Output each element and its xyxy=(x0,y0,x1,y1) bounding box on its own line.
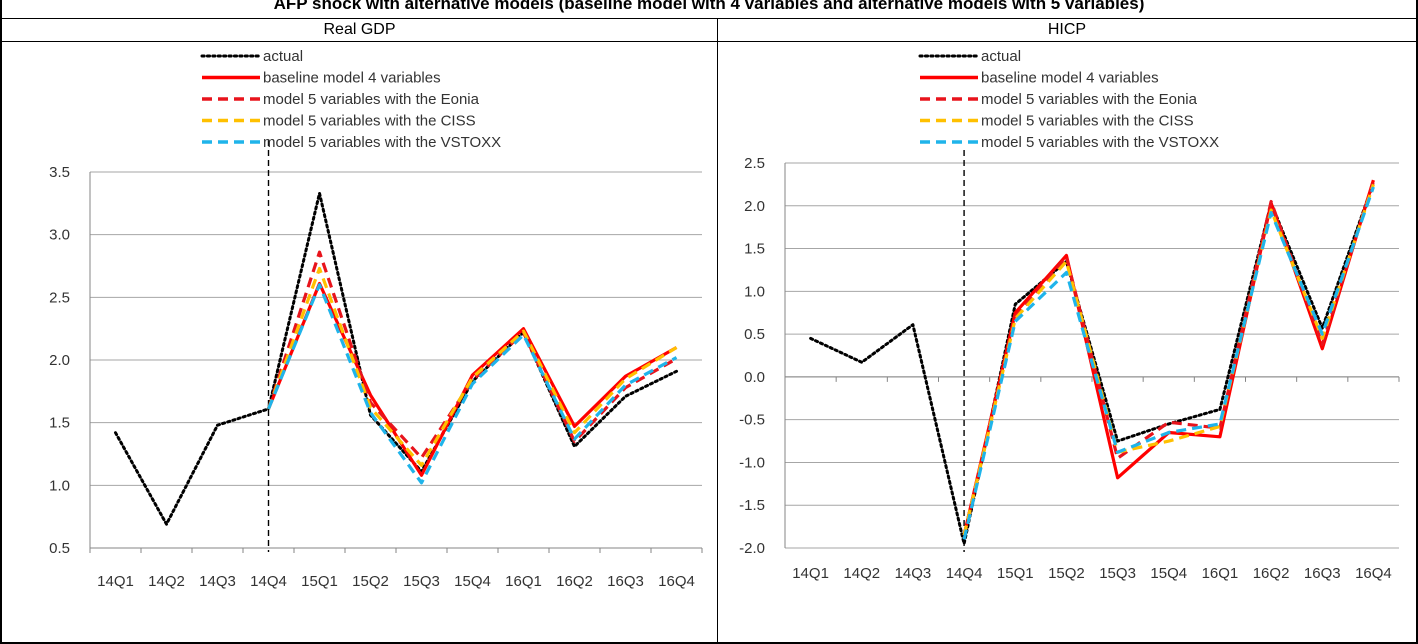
series-line-hicp-1 xyxy=(962,179,1375,536)
x-tick-label-hicp: 14Q1 xyxy=(792,565,829,582)
x-tick-label-hicp: 14Q2 xyxy=(843,565,880,582)
legend-label-hicp: model 5 variables with the VSTOXX xyxy=(981,134,1219,151)
x-tick-label-hicp: 16Q3 xyxy=(1304,565,1341,582)
legend-label-real-gdp: model 5 variables with the Eonia xyxy=(263,91,480,108)
chart-real-gdp: 0.5 1.0 1.5 2.0 2.5 3.0 3.5 14Q1 14Q2 14Q3 14Q4 15Q… xyxy=(49,48,703,590)
y-tick-label-real-gdp: 0.5 xyxy=(49,540,70,557)
x-tick-label-hicp: 15Q4 xyxy=(1150,565,1187,582)
y-tick-label-hicp: 0.0 xyxy=(744,369,765,386)
y-tick-label-hicp: -1.5 xyxy=(739,497,765,514)
series-line-real-gdp-0 xyxy=(114,191,678,526)
y-tick-label-real-gdp: 1.5 xyxy=(49,415,70,432)
legend-label-hicp: actual xyxy=(981,48,1021,65)
y-tick-label-hicp: -0.5 xyxy=(739,412,765,429)
series-line-real-gdp-1 xyxy=(267,281,678,477)
x-tick-label-hicp: 15Q3 xyxy=(1099,565,1136,582)
chart-hicp: -2.0 -1.5 -1.0 -0.5 0.0 0.5 1.0 1.5 2.0 2.5 14Q1 14… xyxy=(739,48,1400,582)
legend-label-real-gdp: actual xyxy=(263,48,303,65)
y-tick-label-real-gdp: 3.0 xyxy=(49,227,70,244)
y-tick-label-hicp: -1.0 xyxy=(739,454,765,471)
x-tick-label-real-gdp: 16Q3 xyxy=(607,573,644,590)
y-tick-label-real-gdp: 3.5 xyxy=(49,164,70,181)
x-tick-label-hicp: 16Q2 xyxy=(1253,565,1290,582)
x-tick-label-hicp: 15Q2 xyxy=(1048,565,1085,582)
panel-real-gdp: Real GDP 0.5 1.0 1.5 2.0 2.5 3.0 3.5 14Q1 14Q2 14… xyxy=(0,19,718,644)
y-tick-label-hicp: 0.5 xyxy=(744,326,765,343)
x-tick-label-real-gdp: 15Q1 xyxy=(301,573,338,590)
series-line-real-gdp-4 xyxy=(267,283,678,485)
y-tick-label-hicp: -2.0 xyxy=(739,540,765,557)
legend-label-hicp: model 5 variables with the Eonia xyxy=(981,91,1198,108)
x-tick-label-real-gdp: 14Q2 xyxy=(148,573,185,590)
series-line-real-gdp-3 xyxy=(266,266,678,467)
x-tick-label-hicp: 14Q3 xyxy=(895,565,932,582)
y-tick-label-real-gdp: 2.5 xyxy=(49,289,70,306)
legend-label-real-gdp: baseline model 4 variables xyxy=(263,70,441,87)
series-line-real-gdp-2 xyxy=(266,250,678,460)
x-tick-label-real-gdp: 14Q4 xyxy=(250,573,287,590)
y-tick-label-real-gdp: 1.0 xyxy=(49,477,70,494)
x-tick-label-real-gdp: 14Q3 xyxy=(199,573,236,590)
x-tick-label-hicp: 16Q1 xyxy=(1202,565,1239,582)
x-tick-label-real-gdp: 15Q2 xyxy=(352,573,389,590)
x-tick-label-real-gdp: 14Q1 xyxy=(97,573,134,590)
x-tick-label-hicp: 16Q4 xyxy=(1355,565,1392,582)
legend-label-hicp: baseline model 4 variables xyxy=(981,70,1159,87)
x-tick-label-real-gdp: 16Q1 xyxy=(505,573,542,590)
series-line-hicp-4 xyxy=(962,186,1375,540)
page-title: AFP shock with alternative models (basel… xyxy=(0,0,1418,19)
x-tick-label-real-gdp: 16Q4 xyxy=(658,573,695,590)
legend-label-hicp: model 5 variables with the CISS xyxy=(981,113,1194,130)
x-tick-label-real-gdp: 15Q3 xyxy=(403,573,440,590)
x-tick-label-hicp: 14Q4 xyxy=(946,565,983,582)
y-tick-label-hicp: 2.5 xyxy=(744,155,765,172)
y-tick-label-hicp: 1.0 xyxy=(744,283,765,300)
legend-label-real-gdp: model 5 variables with the CISS xyxy=(263,113,476,130)
series-line-hicp-3 xyxy=(962,183,1375,536)
y-tick-label-hicp: 1.5 xyxy=(744,241,765,258)
x-tick-label-hicp: 15Q1 xyxy=(997,565,1034,582)
chart-title-hicp: HICP xyxy=(718,19,1416,42)
x-tick-label-real-gdp: 15Q4 xyxy=(454,573,491,590)
x-tick-label-real-gdp: 16Q2 xyxy=(556,573,593,590)
legend-label-real-gdp: model 5 variables with the VSTOXX xyxy=(263,134,501,151)
y-tick-label-real-gdp: 2.0 xyxy=(49,352,70,369)
series-line-hicp-2 xyxy=(962,181,1375,536)
y-tick-label-hicp: 2.0 xyxy=(744,198,765,215)
panel-hicp: HICP -2.0 -1.5 -1.0 -0.5 0.0 0.5 1.0 1.5 2.0 2.5 1… xyxy=(717,19,1418,644)
chart-title-real-gdp: Real GDP xyxy=(2,19,717,42)
